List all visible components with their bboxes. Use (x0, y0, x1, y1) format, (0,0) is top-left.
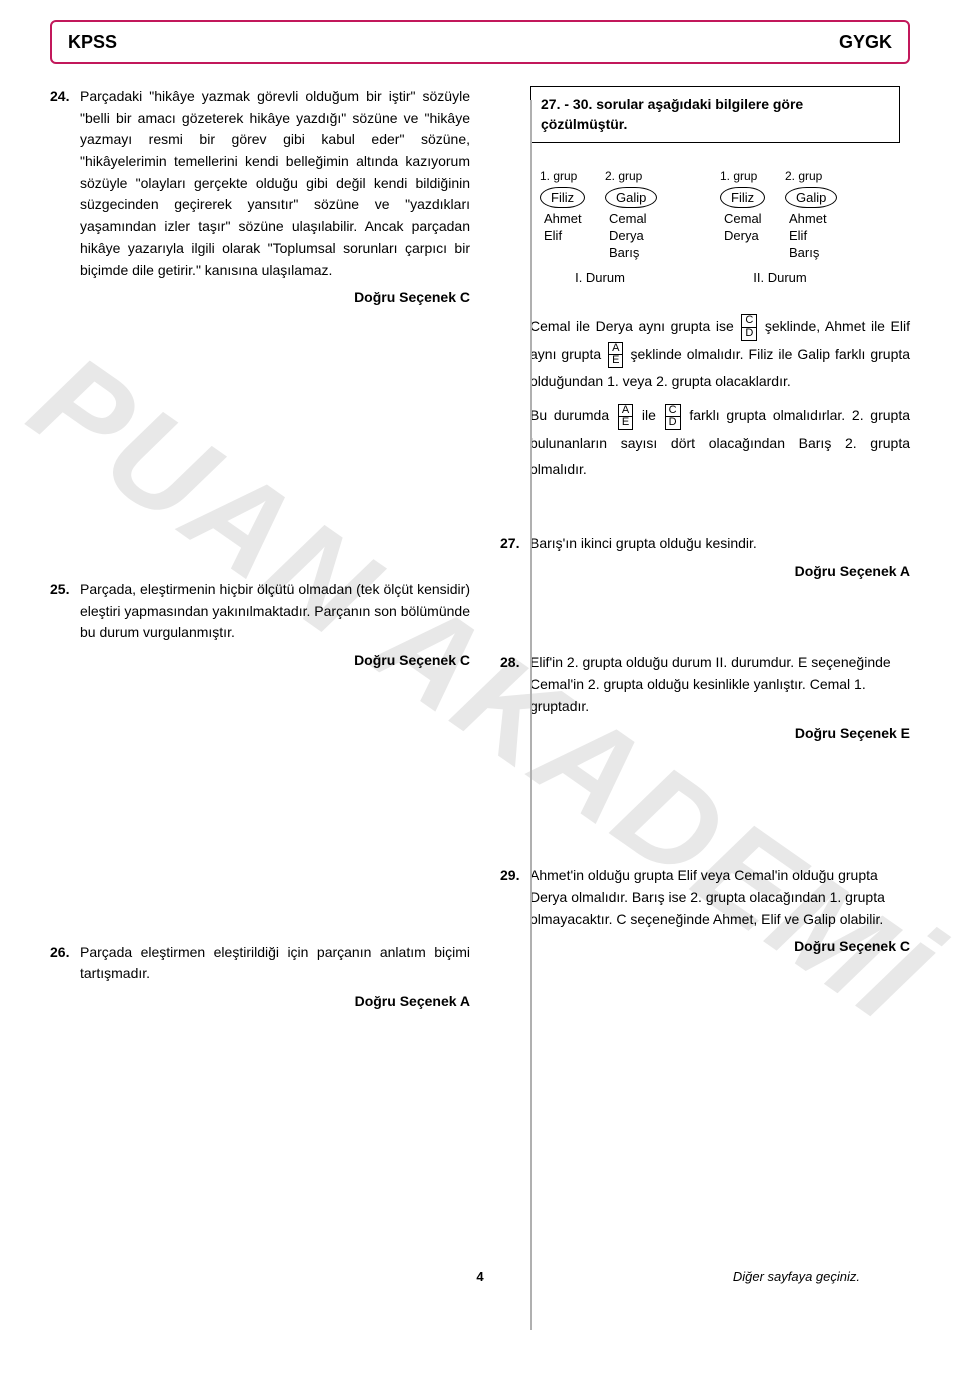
question-text: Parçada, eleştirmenin hiçbir ölçütü olma… (80, 579, 470, 644)
group-leader: Filiz (540, 187, 585, 208)
left-column: 24. Parçadaki "hikâye yazmak görevli old… (50, 72, 480, 1302)
group-member: Cemal (605, 211, 647, 226)
group-leader: Filiz (720, 187, 765, 208)
explanation-paragraph-1: Cemal ile Derya aynı grupta ise C D şekl… (530, 313, 910, 394)
frac-bot: E (619, 417, 632, 429)
question-29: 29. Ahmet'in olduğu grupta Elif veya Cem… (500, 865, 910, 958)
group-member: Cemal (720, 211, 762, 226)
right-column: 27. - 30. sorular aşağıdaki bilgilere gö… (480, 72, 910, 1302)
answer-label: Doğru Seçenek E (530, 723, 910, 745)
fraction-box-cd: C D (741, 314, 757, 340)
answer-label: Doğru Seçenek C (530, 936, 910, 958)
question-number: 25. (50, 579, 80, 672)
question-26: 26. Parçada eleştirmen eleştirildiği içi… (50, 942, 470, 1013)
question-28: 28. Elif'in 2. grupta olduğu durum II. d… (500, 652, 910, 745)
group-member: Elif (540, 228, 562, 243)
next-page-hint: Diğer sayfaya geçiniz. (733, 1269, 860, 1284)
fraction-box-cd: C D (665, 404, 681, 430)
question-number: 24. (50, 86, 80, 309)
group-header: 2. grup (785, 169, 822, 183)
durum-1: 1. grup Filiz Ahmet Elif 2. grup Galip C… (540, 169, 660, 285)
question-number: 26. (50, 942, 80, 1013)
group-header: 1. grup (720, 169, 757, 183)
page-footer: 4 Diğer sayfaya geçiniz. (100, 1269, 860, 1284)
question-24: 24. Parçadaki "hikâye yazmak görevli old… (50, 86, 470, 309)
question-text: Parçada eleştirmen eleştirildiği için pa… (80, 942, 470, 985)
fraction-box-ae: A E (618, 404, 633, 430)
group-header: 2. grup (605, 169, 642, 183)
question-number: 29. (500, 865, 530, 958)
group-leader: Galip (605, 187, 657, 208)
question-text: Elif'in 2. grupta olduğu durum II. durum… (530, 652, 910, 717)
question-27: 27. Barış'ın ikinci grupta olduğu kesind… (500, 533, 910, 582)
answer-label: Doğru Seçenek C (80, 650, 470, 672)
group-member: Barış (605, 245, 639, 260)
frac-bot: E (609, 355, 622, 367)
question-text: Ahmet'in olduğu grupta Elif veya Cemal'i… (530, 865, 910, 930)
question-25: 25. Parçada, eleştirmenin hiçbir ölçütü … (50, 579, 470, 672)
group-diagram: 1. grup Filiz Ahmet Elif 2. grup Galip C… (540, 169, 910, 285)
column-divider (530, 100, 532, 1330)
page-header: KPSS GYGK (50, 20, 910, 64)
explanation-paragraph-2: Bu durumda A E ile C D farklı grupta olm… (530, 402, 910, 483)
info-box: 27. - 30. sorular aşağıdaki bilgilere gö… (530, 86, 900, 143)
group-member: Ahmet (540, 211, 582, 226)
page-number: 4 (476, 1269, 483, 1284)
header-left: KPSS (68, 32, 117, 53)
group-member: Barış (785, 245, 819, 260)
question-text: Barış'ın ikinci grupta olduğu kesindir. (530, 533, 910, 555)
durum-2: 1. grup Filiz Cemal Derya 2. grup Galip … (720, 169, 840, 285)
answer-label: Doğru Seçenek C (80, 287, 470, 309)
question-text: Parçadaki "hikâye yazmak görevli olduğum… (80, 86, 470, 281)
group-member: Elif (785, 228, 807, 243)
fraction-box-ae: A E (608, 342, 623, 368)
question-number: 28. (500, 652, 530, 745)
answer-label: Doğru Seçenek A (530, 561, 910, 583)
group-member: Derya (720, 228, 759, 243)
group-leader: Galip (785, 187, 837, 208)
header-right: GYGK (839, 32, 892, 53)
explain-text: ile (642, 407, 663, 423)
explain-text: Bu durumda (530, 407, 616, 423)
question-number: 27. (500, 533, 530, 582)
frac-bot: D (742, 328, 756, 340)
explain-text: Cemal ile Derya aynı grupta ise (530, 318, 739, 334)
frac-bot: D (666, 417, 680, 429)
group-header: 1. grup (540, 169, 577, 183)
group-member: Ahmet (785, 211, 827, 226)
durum-label: II. Durum (753, 270, 806, 285)
answer-label: Doğru Seçenek A (80, 991, 470, 1013)
durum-label: I. Durum (575, 270, 625, 285)
group-member: Derya (605, 228, 644, 243)
